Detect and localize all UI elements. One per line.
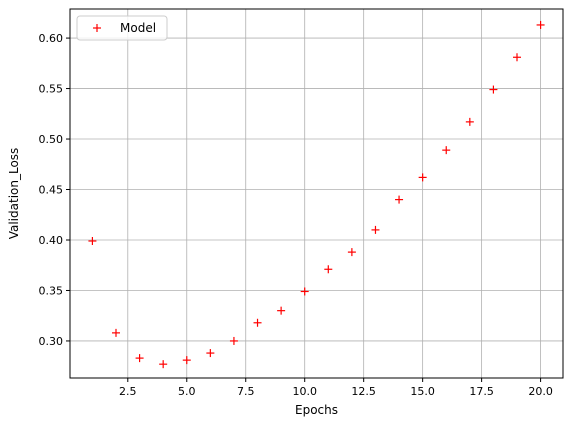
data-point (324, 265, 333, 274)
data-point (159, 360, 168, 369)
legend: Model (76, 15, 168, 41)
data-point (395, 195, 404, 204)
grid-lines (70, 9, 563, 378)
data-point (371, 225, 380, 234)
data-point (229, 336, 238, 345)
data-point (206, 349, 215, 358)
legend-marker-symbol (93, 24, 101, 32)
y-tick-label: 0.55 (39, 83, 64, 96)
y-axis: 0.30 0.35 0.40 0.45 0.50 0.55 0.60 (39, 32, 70, 348)
legend-marker (93, 24, 101, 32)
legend-box (76, 15, 168, 41)
x-tick-label: 12.5 (351, 385, 376, 398)
x-tick-label: 20.0 (528, 385, 553, 398)
data-point (418, 173, 427, 182)
plot-frame (69, 8, 564, 379)
data-point (536, 20, 545, 29)
y-tick-label: 0.40 (39, 234, 64, 247)
data-point (442, 146, 451, 155)
y-tick-label: 0.50 (39, 133, 64, 146)
data-point (300, 287, 309, 296)
x-tick-label: 7.5 (237, 385, 255, 398)
x-tick-label: 10.0 (292, 385, 317, 398)
data-point (88, 237, 97, 246)
data-point (277, 306, 286, 315)
x-axis: 2.5 5.0 7.5 10.0 12.5 15.0 17.5 20.0 (119, 378, 553, 398)
data-point (111, 328, 120, 337)
y-tick-label: 0.35 (39, 284, 64, 297)
data-point (489, 85, 498, 94)
data-point (513, 53, 522, 62)
x-tick-label: 5.0 (178, 385, 196, 398)
data-point (182, 356, 191, 365)
data-points (88, 20, 545, 369)
x-tick-label: 15.0 (410, 385, 435, 398)
data-point (135, 354, 144, 363)
y-tick-label: 0.30 (39, 335, 64, 348)
legend-label: Model (120, 21, 156, 35)
data-point (253, 318, 262, 327)
y-tick-label: 0.60 (39, 32, 64, 45)
y-tick-label: 0.45 (39, 184, 64, 197)
y-axis-label: Validation_Loss (7, 148, 21, 240)
data-point (465, 117, 474, 126)
x-axis-label: Epochs (295, 403, 338, 417)
x-tick-label: 17.5 (469, 385, 494, 398)
data-point (347, 248, 356, 257)
x-tick-label: 2.5 (119, 385, 137, 398)
